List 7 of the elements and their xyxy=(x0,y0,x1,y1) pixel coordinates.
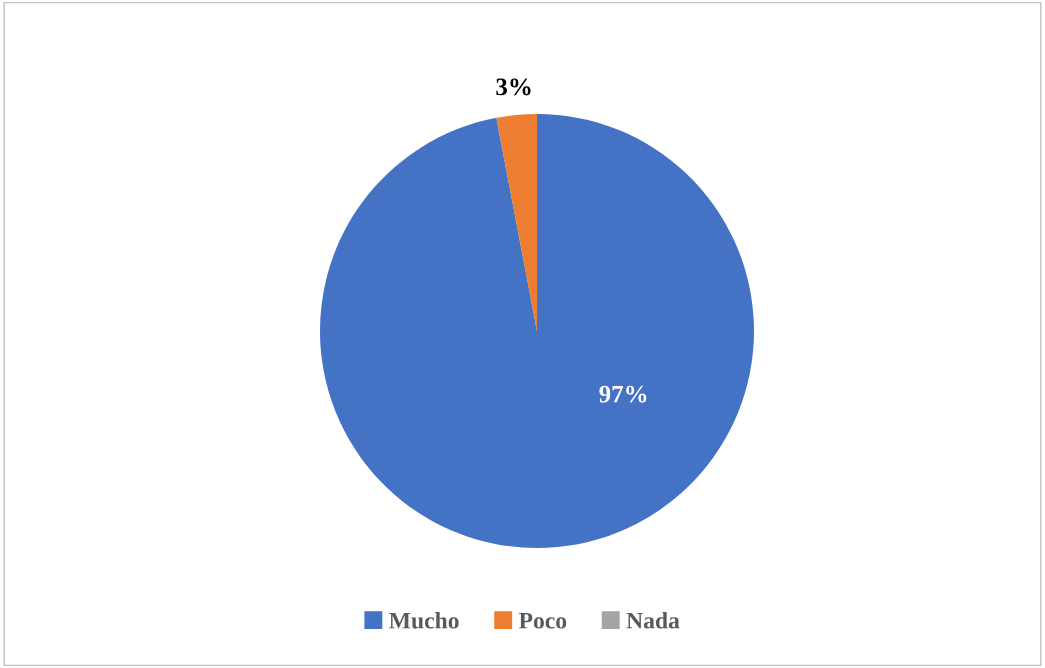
legend-label: Poco xyxy=(518,612,567,629)
pie-slice xyxy=(496,114,537,331)
legend-label: Nada xyxy=(626,611,680,629)
data-label: 3% xyxy=(496,78,531,96)
pie-slice xyxy=(320,114,754,548)
legend-label: Mucho xyxy=(389,611,459,629)
data-label: 97% xyxy=(599,385,647,403)
